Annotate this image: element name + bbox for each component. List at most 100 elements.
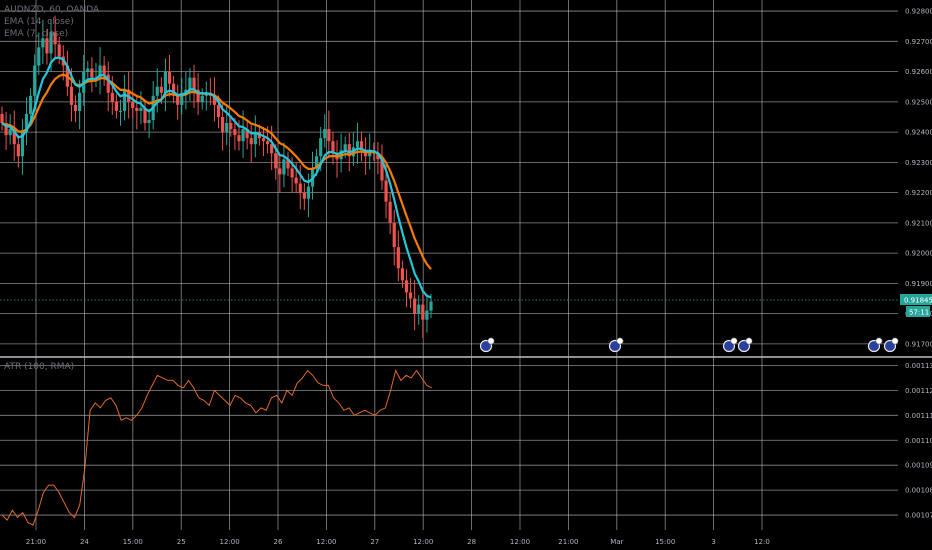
- economic-event-icon[interactable]: [722, 337, 738, 353]
- candle-body: [102, 65, 106, 75]
- candle-body: [176, 95, 180, 105]
- candle-body: [282, 159, 286, 175]
- candle-body: [408, 292, 413, 299]
- ema-slow-line: [1, 73, 432, 270]
- ema-fast-line: [1, 56, 432, 299]
- candle-body: [323, 129, 327, 139]
- candle-body: [53, 32, 57, 45]
- price-tick-label: 0.92800: [905, 8, 932, 16]
- atr-legend-label[interactable]: ATR (100, RMA): [4, 362, 75, 372]
- atr-tick-label: 0.00108: [905, 487, 932, 495]
- price-tick-label: 0.92000: [905, 250, 932, 258]
- economic-event-icon[interactable]: [608, 337, 624, 353]
- candle-body: [12, 129, 16, 145]
- candle-body: [73, 104, 78, 111]
- time-tick-label: 15:00: [123, 538, 143, 546]
- price-tick-label: 0.91900: [905, 280, 932, 288]
- atr-tick-label: 0.00113: [905, 362, 932, 370]
- candle-body: [118, 110, 123, 112]
- atr-tick-label: 0.00109: [905, 462, 932, 470]
- ema-layer: [0, 56, 898, 301]
- last-price-value: 0.91845: [904, 297, 932, 305]
- candle-body: [20, 132, 25, 157]
- time-tick-label: 15:00: [655, 538, 675, 546]
- candle-body: [278, 168, 282, 175]
- atr-layer: [1, 369, 433, 526]
- candle-body: [359, 141, 364, 151]
- time-tick-label: 24: [80, 538, 89, 546]
- atr-tick-label: 0.00112: [905, 387, 932, 395]
- candle-body: [147, 120, 151, 124]
- candle-body: [167, 71, 172, 84]
- price-tick-label: 0.92400: [905, 129, 932, 137]
- candle-body: [172, 83, 176, 96]
- candle-body: [229, 123, 233, 130]
- time-tick-label: 26: [274, 538, 283, 546]
- economic-event-icon[interactable]: [479, 337, 495, 353]
- candle-body: [139, 107, 143, 111]
- symbol-legend[interactable]: AUDNZD, 60, OANDA: [4, 5, 100, 15]
- candle-body: [57, 44, 61, 57]
- candle-body: [404, 280, 409, 293]
- price-tick-label: 0.92100: [905, 219, 932, 227]
- candle-body: [306, 186, 311, 199]
- candle-body: [294, 177, 298, 184]
- candle-body: [135, 107, 139, 111]
- candle-body: [78, 92, 82, 111]
- ema-legend-1[interactable]: EMA (14, close): [4, 17, 74, 27]
- candle-body: [384, 180, 388, 202]
- time-tick-label: 12:00: [220, 538, 240, 546]
- time-tick-label: 28: [467, 538, 476, 546]
- price-tick-label: 0.92700: [905, 38, 932, 46]
- last-price-tag: [900, 294, 932, 306]
- candle-body: [29, 95, 33, 114]
- time-tick-label: 27: [370, 538, 379, 546]
- candle-body: [131, 101, 135, 108]
- event-count-icon: [730, 337, 738, 345]
- event-count-icon: [745, 337, 753, 345]
- candle-body: [33, 65, 37, 96]
- time-tick-label: 3: [711, 538, 715, 546]
- candle-body: [368, 150, 372, 157]
- main-legend: AUDNZD, 60, OANDA EMA (14, close) EMA (7…: [4, 4, 99, 40]
- candle-body: [425, 310, 429, 320]
- event-markers[interactable]: [479, 337, 899, 353]
- candle-body: [376, 153, 380, 160]
- candle-body: [184, 89, 188, 93]
- candle-body: [274, 153, 278, 169]
- event-count-icon: [616, 337, 624, 345]
- time-tick-label: 12:00: [316, 538, 336, 546]
- candle-body: [221, 116, 225, 133]
- candle-body: [86, 68, 90, 72]
- economic-event-icon[interactable]: [883, 337, 899, 353]
- candle-body: [298, 183, 302, 193]
- candle-body: [319, 138, 323, 157]
- time-axis[interactable]: 21:00 24 15:00 25 12:00 26 12:00 27 12:00 28 12:00…: [26, 538, 770, 546]
- candle-body: [413, 298, 417, 314]
- economic-event-icon[interactable]: [737, 337, 753, 353]
- candle-body: [37, 47, 41, 66]
- candle-body: [241, 129, 245, 142]
- time-tick-label: Mar: [610, 538, 623, 546]
- candle-body: [233, 129, 237, 136]
- candle-body: [69, 86, 74, 105]
- candle-body: [331, 141, 335, 154]
- candle-body: [4, 123, 8, 136]
- candle-body: [98, 65, 102, 78]
- candle-body: [0, 113, 4, 124]
- candle-body: [200, 95, 204, 102]
- time-tick-label: 12:00: [413, 538, 433, 546]
- candle-body: [417, 304, 421, 314]
- price-axis[interactable]: 0.92800 0.92700 0.92600 0.92500 0.92400 0.923…: [900, 8, 932, 520]
- candle-body: [327, 129, 331, 142]
- price-tick-label: 0.92500: [905, 98, 932, 106]
- candle-body: [265, 141, 270, 145]
- candle-body: [106, 74, 110, 93]
- candle-body: [343, 144, 347, 151]
- ema-legend-2[interactable]: EMA (7, close): [4, 29, 69, 39]
- candle-body: [261, 138, 266, 142]
- candle-body: [392, 222, 396, 248]
- economic-event-icon[interactable]: [867, 337, 883, 353]
- candle-body: [16, 144, 20, 157]
